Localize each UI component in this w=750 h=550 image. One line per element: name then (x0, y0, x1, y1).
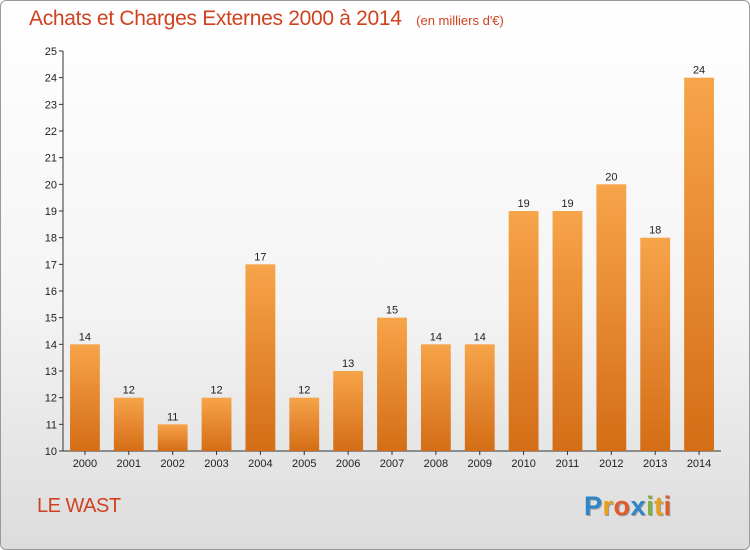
x-axis: 2000 2001 2002 2003 2004 2005 2006 2007 2008 2009… (63, 450, 721, 470)
y-tick-label: 15 (45, 313, 57, 325)
y-axis: 10 11 12 13 14 15 16 17 18 19 20 21 22 23 24 25 (45, 46, 64, 458)
proxiti-logo[interactable]: Proxiti (584, 491, 672, 522)
x-tick-label: 2006 (336, 458, 360, 470)
bar (464, 344, 495, 451)
x-tick-label: 2001 (117, 458, 141, 470)
y-tick-label: 21 (45, 153, 57, 165)
y-tick-label: 19 (45, 206, 57, 218)
bar (289, 397, 320, 451)
bar-value-label: 24 (693, 65, 705, 77)
y-tick-label: 18 (45, 233, 57, 245)
commune-name: LE WAST (37, 495, 121, 517)
bar (684, 77, 714, 452)
y-tick-label: 14 (45, 339, 57, 351)
y-tick-label: 10 (45, 446, 57, 458)
bar (420, 344, 451, 451)
y-tick-label: 16 (45, 286, 57, 298)
bar-value-label: 19 (517, 198, 529, 210)
bar-value-label: 20 (605, 171, 617, 183)
bars: 14 12 11 12 17 12 13 15 14 14 19 19 20 18 24 (70, 65, 714, 452)
y-tick-label: 25 (45, 46, 57, 58)
chart-title-block: Achats et Charges Externes 2000 à 2014 (… (29, 7, 504, 31)
x-tick-label: 2005 (292, 458, 316, 470)
y-tick-label: 11 (46, 419, 57, 431)
x-tick-label: 2010 (511, 458, 535, 470)
bar-value-label: 14 (474, 331, 486, 343)
bar (508, 211, 539, 451)
bar-value-label: 17 (254, 251, 266, 263)
x-tick-label: 2000 (73, 458, 97, 470)
x-tick-label: 2013 (643, 458, 667, 470)
bar (245, 264, 276, 451)
bar-value-label: 13 (342, 358, 354, 370)
bar (113, 397, 144, 451)
logo-letter: t (654, 491, 664, 521)
x-tick-label: 2003 (204, 458, 228, 470)
y-tick-label: 20 (45, 179, 57, 191)
bar-value-label: 12 (298, 385, 310, 397)
x-tick-label: 2007 (380, 458, 404, 470)
logo-letter: o (613, 491, 631, 521)
logo-letter: x (630, 491, 647, 521)
x-tick-label: 2012 (599, 458, 623, 470)
x-tick-label: 2014 (687, 458, 711, 470)
y-tick-label: 12 (45, 393, 57, 405)
bar-value-label: 14 (430, 331, 442, 343)
x-tick-label: 2002 (160, 458, 184, 470)
y-tick-label: 24 (45, 73, 57, 85)
x-tick-label: 2004 (248, 458, 272, 470)
bar-value-label: 11 (167, 411, 178, 423)
y-tick-label: 13 (45, 366, 57, 378)
bar-value-label: 15 (386, 305, 398, 317)
logo-letter: r (602, 491, 614, 521)
bar-value-label: 14 (79, 331, 91, 343)
logo-letter: i (663, 491, 672, 521)
bar-value-label: 19 (561, 198, 573, 210)
bar-value-label: 18 (649, 225, 661, 237)
x-tick-label: 2008 (424, 458, 448, 470)
bar (552, 211, 583, 451)
logo-letter: i (646, 491, 655, 521)
bar (640, 237, 671, 451)
logo-letter: P (584, 491, 603, 521)
x-tick-label: 2011 (556, 458, 580, 470)
bar (377, 317, 407, 451)
bar (596, 184, 627, 452)
bar (157, 424, 188, 451)
y-tick-label: 23 (45, 99, 57, 111)
bar (333, 371, 364, 451)
bar (201, 397, 232, 451)
x-tick-label: 2009 (467, 458, 491, 470)
y-tick-label: 22 (45, 126, 57, 138)
bar (70, 344, 100, 451)
bar-value-label: 12 (123, 385, 135, 397)
y-tick-label: 17 (45, 259, 57, 271)
chart-title: Achats et Charges Externes 2000 à 2014 (29, 7, 402, 30)
bar-value-label: 12 (210, 385, 222, 397)
chart-unit-note: (en milliers d'€) (416, 13, 504, 28)
